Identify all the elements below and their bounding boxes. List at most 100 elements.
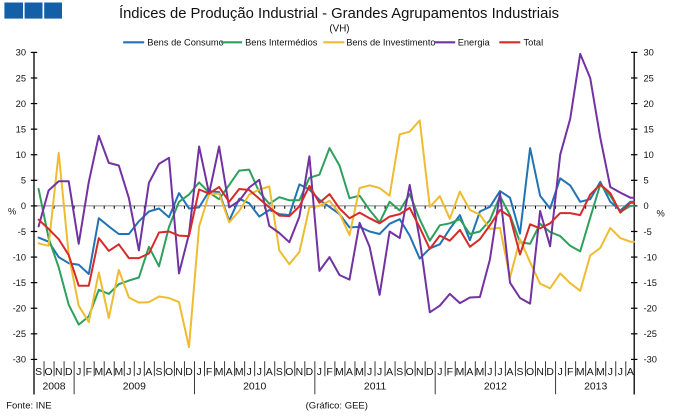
svg-text:J: J: [437, 367, 442, 378]
svg-text:30: 30: [644, 48, 654, 58]
svg-text:A: A: [627, 367, 634, 378]
svg-text:0: 0: [644, 201, 649, 211]
svg-text:J: J: [136, 367, 141, 378]
svg-text:S: S: [156, 367, 163, 378]
svg-text:F: F: [206, 367, 212, 378]
svg-text:D: D: [65, 367, 73, 378]
svg-text:A: A: [466, 367, 473, 378]
svg-text:A: A: [346, 367, 353, 378]
svg-text:10: 10: [16, 150, 26, 160]
svg-text:D: D: [426, 367, 434, 378]
svg-text:5: 5: [644, 176, 649, 186]
svg-text:25: 25: [16, 73, 26, 83]
svg-text:J: J: [196, 367, 201, 378]
svg-text:20: 20: [16, 99, 26, 109]
svg-text:Bens Intermédios: Bens Intermédios: [245, 38, 318, 48]
svg-text:15: 15: [16, 124, 26, 134]
svg-text:Bens de Investimento: Bens de Investimento: [346, 38, 435, 48]
svg-text:M: M: [456, 367, 465, 378]
svg-text:-15: -15: [13, 278, 26, 288]
svg-text:J: J: [377, 367, 382, 378]
svg-text:N: N: [175, 367, 183, 378]
svg-text:-30: -30: [13, 355, 26, 365]
svg-text:A: A: [587, 367, 594, 378]
svg-text:30: 30: [16, 48, 26, 58]
svg-text:Total: Total: [524, 38, 544, 48]
svg-text:O: O: [165, 367, 173, 378]
svg-text:A: A: [226, 367, 233, 378]
svg-text:F: F: [326, 367, 332, 378]
svg-text:J: J: [608, 367, 613, 378]
svg-text:-20: -20: [13, 304, 26, 314]
svg-text:F: F: [86, 367, 92, 378]
svg-text:A: A: [386, 367, 393, 378]
svg-text:Fonte: INE: Fonte: INE: [6, 401, 51, 412]
svg-text:S: S: [517, 367, 524, 378]
svg-text:M: M: [94, 367, 103, 378]
svg-text:N: N: [536, 367, 544, 378]
svg-text:J: J: [487, 367, 492, 378]
svg-text:S: S: [276, 367, 283, 378]
svg-text:O: O: [285, 367, 293, 378]
svg-text:(Gráfico: GEE): (Gráfico: GEE): [306, 401, 368, 412]
svg-text:S: S: [396, 367, 403, 378]
svg-text:J: J: [126, 367, 131, 378]
svg-text:Energia: Energia: [458, 38, 491, 48]
svg-text:Bens de Consumo: Bens de Consumo: [147, 38, 224, 48]
svg-text:-20: -20: [644, 304, 657, 314]
svg-text:%: %: [657, 209, 665, 219]
svg-text:0: 0: [21, 201, 26, 211]
svg-text:F: F: [447, 367, 453, 378]
svg-text:25: 25: [644, 73, 654, 83]
svg-text:2008: 2008: [42, 382, 65, 393]
svg-text:20: 20: [644, 99, 654, 109]
svg-text:J: J: [618, 367, 623, 378]
svg-text:M: M: [355, 367, 364, 378]
svg-text:J: J: [247, 367, 252, 378]
svg-text:15: 15: [644, 124, 654, 134]
svg-text:M: M: [596, 367, 605, 378]
svg-text:2012: 2012: [484, 382, 507, 393]
svg-text:M: M: [335, 367, 344, 378]
svg-text:-30: -30: [644, 355, 657, 365]
svg-text:-10: -10: [644, 252, 657, 262]
svg-text:2009: 2009: [123, 382, 146, 393]
svg-text:D: D: [185, 367, 193, 378]
svg-text:J: J: [317, 367, 322, 378]
svg-text:%: %: [8, 207, 16, 217]
svg-text:M: M: [576, 367, 585, 378]
svg-text:5: 5: [21, 176, 26, 186]
svg-text:M: M: [235, 367, 244, 378]
svg-text:2010: 2010: [243, 382, 266, 393]
svg-text:N: N: [416, 367, 424, 378]
svg-text:M: M: [215, 367, 224, 378]
svg-text:2011: 2011: [364, 382, 387, 393]
svg-text:N: N: [55, 367, 63, 378]
svg-text:-15: -15: [644, 278, 657, 288]
svg-text:-25: -25: [13, 329, 26, 339]
svg-text:J: J: [76, 367, 81, 378]
svg-text:F: F: [567, 367, 573, 378]
svg-text:D: D: [306, 367, 314, 378]
svg-text:2013: 2013: [584, 382, 607, 393]
svg-text:S: S: [35, 367, 42, 378]
svg-text:A: A: [145, 367, 152, 378]
svg-text:(VH): (VH): [329, 24, 349, 35]
svg-text:J: J: [367, 367, 372, 378]
svg-text:J: J: [497, 367, 502, 378]
svg-text:D: D: [546, 367, 554, 378]
svg-text:N: N: [296, 367, 304, 378]
svg-text:-10: -10: [13, 252, 26, 262]
svg-text:-5: -5: [18, 227, 26, 237]
svg-text:A: A: [507, 367, 514, 378]
svg-text:O: O: [45, 367, 53, 378]
svg-text:O: O: [406, 367, 414, 378]
svg-text:Índices de Produção Industrial: Índices de Produção Industrial - Grandes…: [119, 5, 559, 22]
svg-text:J: J: [558, 367, 563, 378]
svg-text:M: M: [114, 367, 123, 378]
svg-text:A: A: [266, 367, 273, 378]
svg-text:O: O: [526, 367, 534, 378]
svg-text:-5: -5: [644, 227, 652, 237]
svg-text:M: M: [476, 367, 485, 378]
svg-text:A: A: [105, 367, 112, 378]
